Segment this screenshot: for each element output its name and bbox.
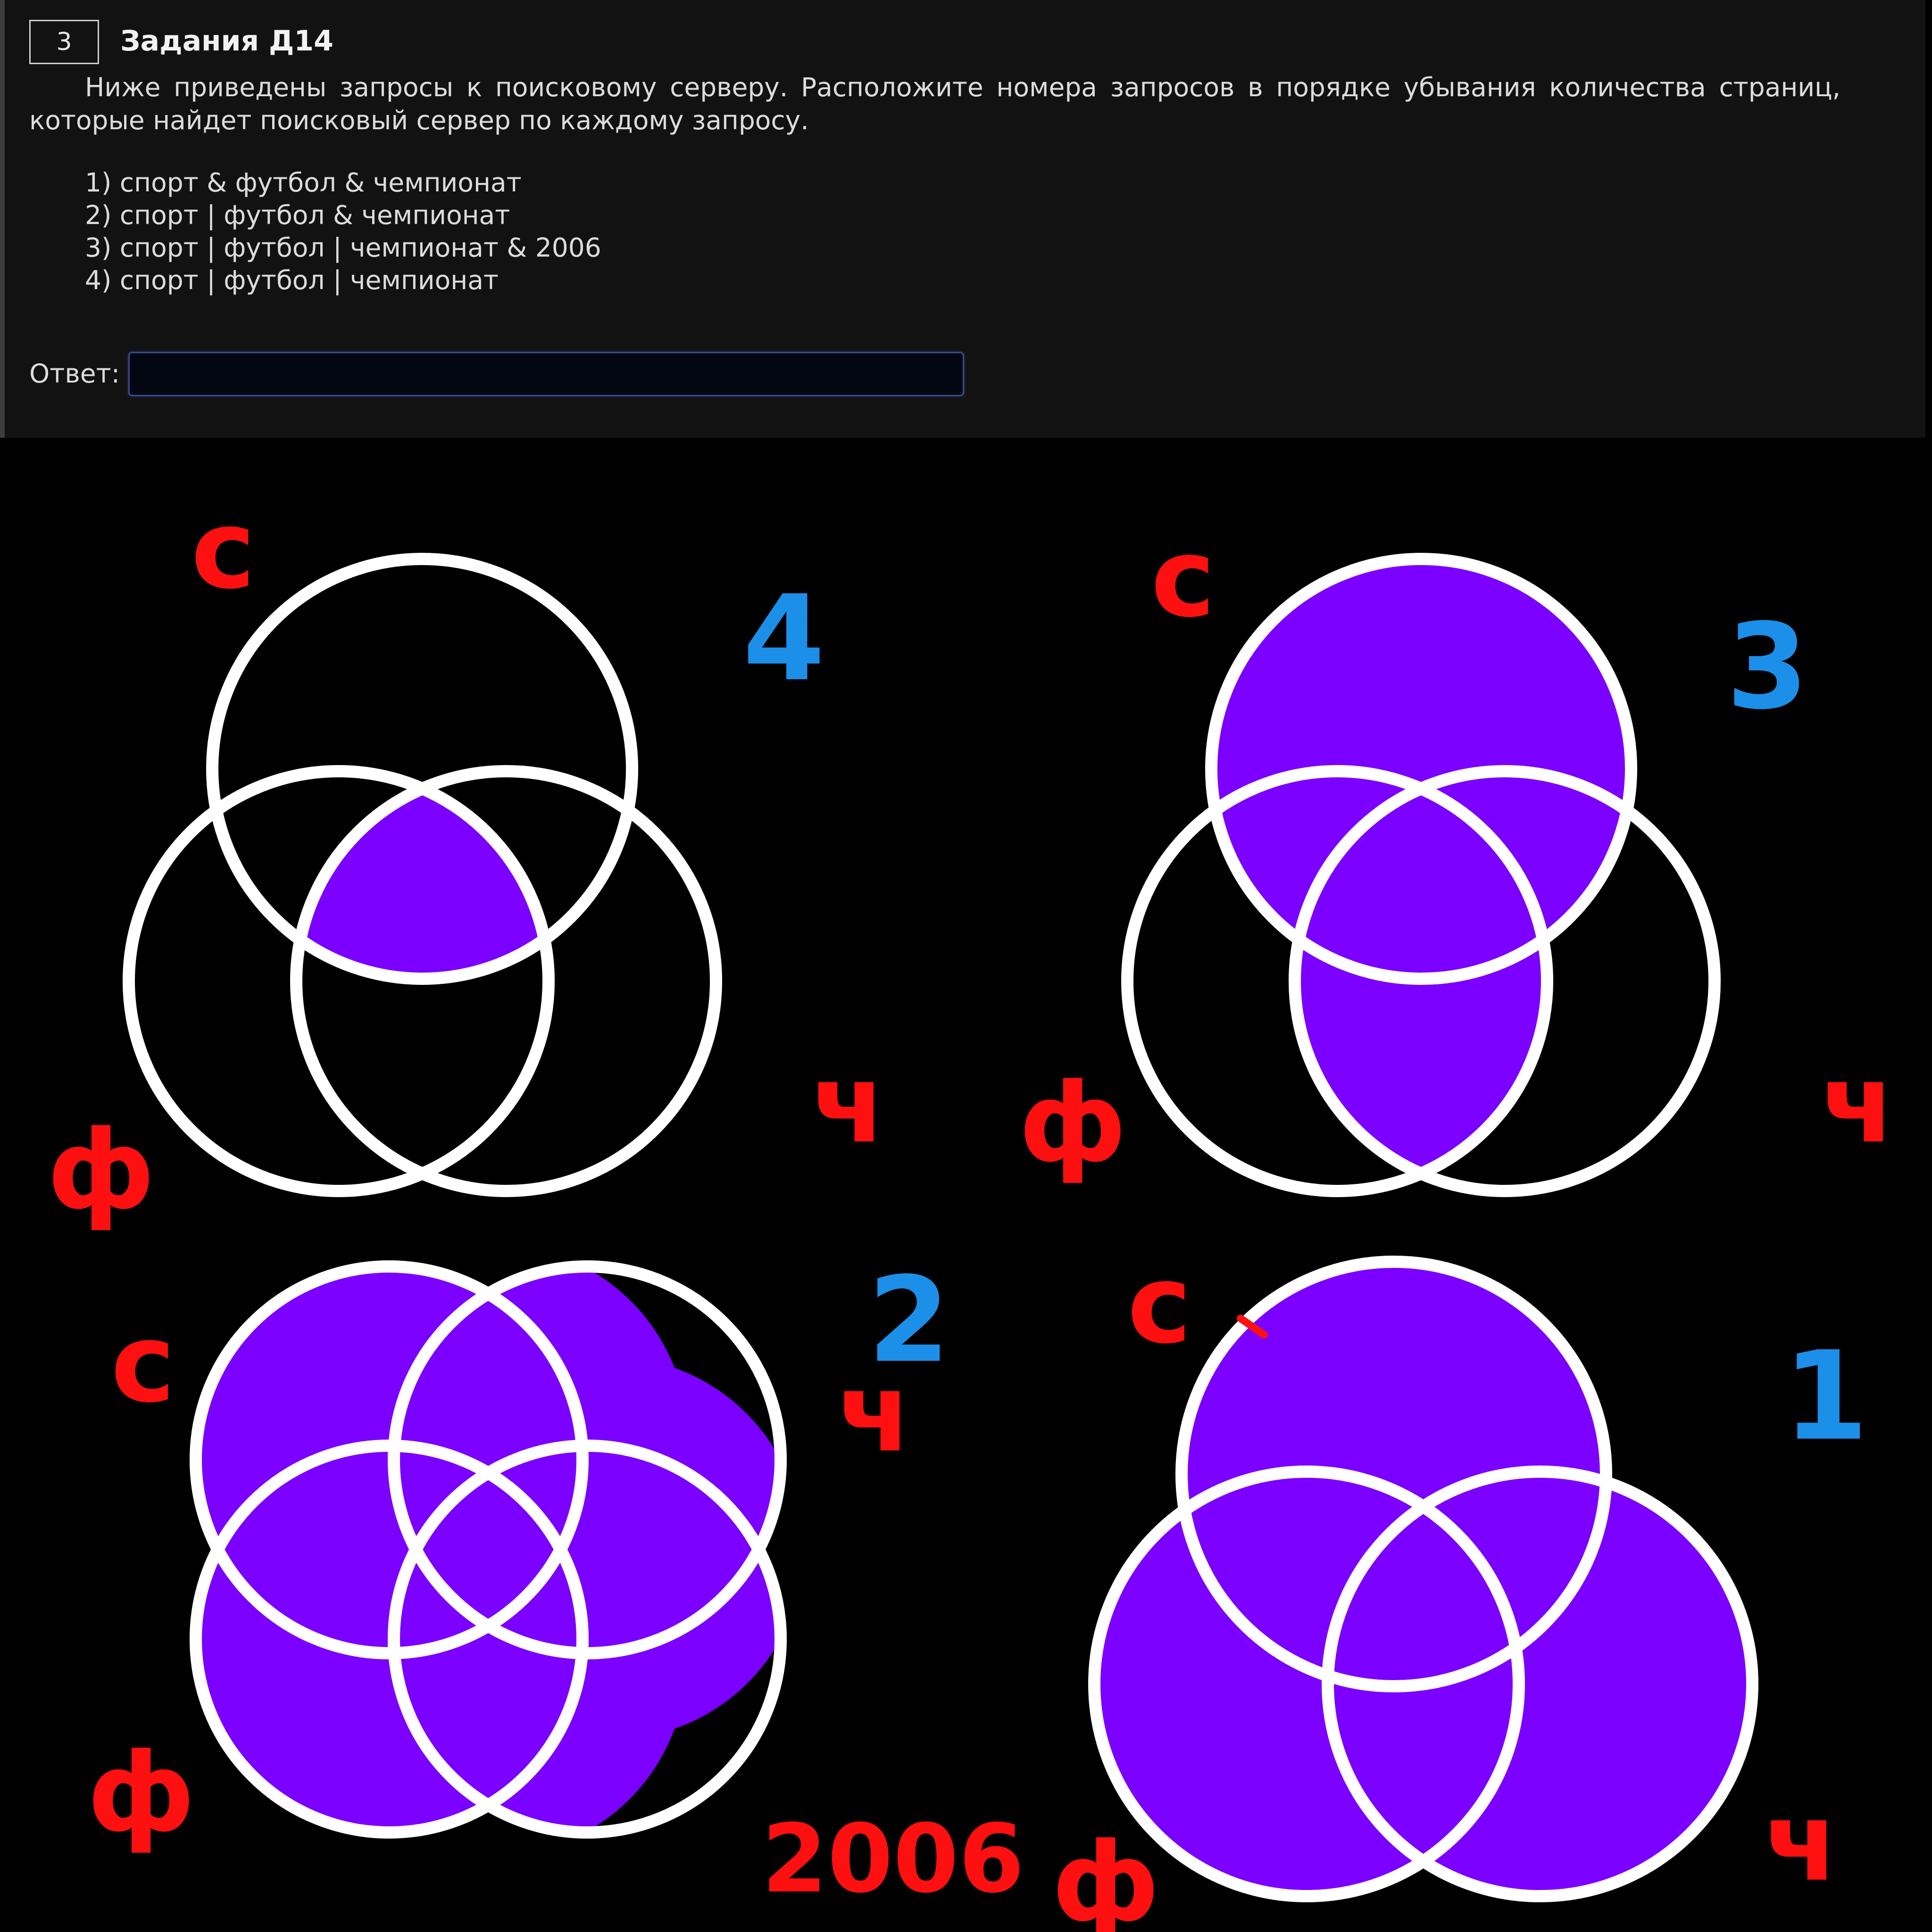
venn-diagram-4: с ф ч 1: [1052, 1242, 1868, 1932]
rank-number: 3: [1726, 598, 1808, 735]
venn-diagram-1: с ф ч 4: [47, 487, 886, 1233]
venn-circle: [1088, 1466, 1525, 1902]
venn-label: с: [1127, 1242, 1191, 1368]
venn-fill-region: [1211, 559, 1631, 979]
answer-label: Ответ:: [29, 358, 120, 389]
venn-circle: [1322, 1466, 1758, 1902]
venn-label: ч: [837, 1350, 912, 1476]
rank-number: 4: [743, 570, 825, 707]
venn-circle: [1289, 765, 1721, 1197]
rank-number: 1: [1783, 1325, 1868, 1468]
venn-label: ч: [1764, 1780, 1839, 1906]
venn-fill-region: [1328, 1472, 1752, 1896]
venn-circle: [190, 1440, 589, 1839]
task-card: 3 Задания Д14 Ниже приведены запросы к п…: [0, 0, 1925, 438]
venn-circle: [290, 765, 722, 1197]
venn-circle: [206, 553, 638, 985]
venn-label: 2006: [762, 1804, 1024, 1914]
venn-label: ф: [87, 1730, 195, 1856]
query-item: 4) спорт | футбол | чемпионат: [85, 265, 499, 295]
venn-diagram-2: с ф ч 3: [1019, 516, 1895, 1197]
venn-circle: [1205, 553, 1637, 985]
venn-label: ф: [1019, 1060, 1126, 1186]
venn-fill-region: [1295, 771, 1547, 1191]
venn-label: с: [111, 1301, 175, 1427]
venn-unfilled-region: [585, 1639, 781, 1833]
venn-circle: [388, 1440, 787, 1839]
venn-label: ч: [1821, 1041, 1895, 1167]
pen-stroke: [1237, 1315, 1268, 1339]
venn-diagram-3: с ч ф 2006 2: [87, 1251, 1024, 1914]
task-number-box: 3: [29, 20, 99, 64]
venn-circle: [1121, 765, 1553, 1197]
venn-fill-region: [296, 771, 549, 979]
answer-input[interactable]: [128, 352, 964, 396]
venn-circle: [1175, 1256, 1612, 1692]
venn-label: с: [191, 487, 255, 613]
venn-label: ф: [47, 1108, 155, 1233]
rank-number: 2: [868, 1251, 950, 1389]
task-text: Ниже приведены запросы к поисковому серв…: [29, 72, 1840, 135]
venn-label: с: [1151, 516, 1215, 641]
venn-circle: [123, 765, 555, 1197]
query-item: 2) спорт | футбол & чемпионат: [85, 200, 510, 230]
query-item: 1) спорт & футбол & чемпионат: [85, 167, 522, 198]
query-list: 1) спорт & футбол & чемпионат 2) спорт |…: [85, 167, 601, 297]
venn-label: ф: [1052, 1820, 1159, 1932]
venn-label: ч: [811, 1041, 886, 1167]
venn-unfilled-region: [583, 1266, 781, 1460]
task-title: Задания Д14: [120, 25, 333, 58]
query-item: 3) спорт | футбол | чемпионат & 2006: [85, 233, 601, 263]
